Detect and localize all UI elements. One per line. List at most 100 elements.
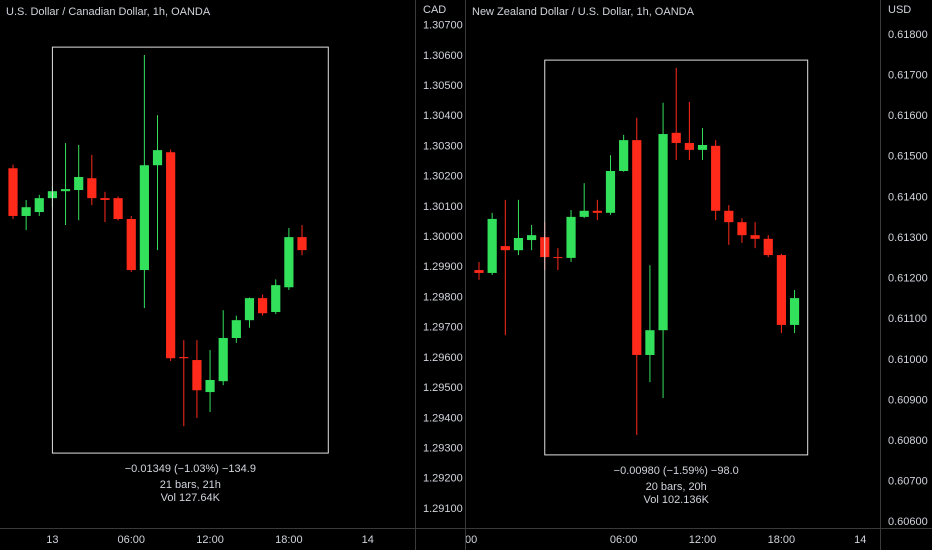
candle-body — [776, 255, 786, 325]
y-tick-label: 0.61300 — [888, 232, 928, 244]
candle-body — [179, 357, 189, 359]
x-tick-label: 06:00 — [610, 534, 638, 546]
y-tick-label: 1.29400 — [423, 412, 463, 424]
y-tick-label: 1.29100 — [423, 503, 463, 515]
candle-body — [697, 144, 708, 150]
y-tick-label: 1.29200 — [423, 473, 463, 485]
y-tick-label: 1.29800 — [423, 291, 463, 303]
x-tick-label: 18:00 — [768, 534, 796, 546]
y-tick-label: 1.30300 — [423, 140, 463, 152]
measure-label: 21 bars, 21h — [160, 479, 221, 491]
measure-label: Vol 102.136K — [643, 494, 709, 506]
y-tick-label: 0.61500 — [888, 151, 928, 163]
candle-body — [724, 210, 734, 223]
candle-body — [205, 379, 215, 393]
candle-body — [513, 238, 524, 251]
candle-body — [126, 218, 136, 271]
candle-body — [152, 150, 163, 166]
candle-body — [579, 210, 589, 217]
candle-body — [284, 237, 294, 288]
candle-body — [527, 235, 537, 241]
candle-body — [244, 298, 255, 321]
candle-body — [711, 145, 721, 211]
candle-body — [100, 198, 110, 200]
candle-body — [21, 207, 31, 216]
candle-body — [60, 189, 71, 192]
pane: New Zealand Dollar / U.S. Dollar, 1h, OA… — [465, 6, 866, 546]
y-tick-label: 0.60700 — [888, 476, 928, 488]
y-tick-label: 1.29900 — [423, 261, 463, 273]
candle-body — [789, 298, 800, 325]
y-tick-label: 0.61800 — [888, 29, 928, 41]
measure-box — [51, 46, 329, 454]
candle-body — [139, 165, 149, 271]
x-tick-label: 06:00 — [117, 534, 145, 546]
y-tick-label: 1.29700 — [423, 322, 463, 334]
y-tick-label: 1.29500 — [423, 382, 463, 394]
chart-title: U.S. Dollar / Canadian Dollar, 1h, OANDA — [6, 6, 211, 18]
candle-body — [8, 168, 18, 216]
y-tick-label: 1.29300 — [423, 442, 463, 454]
candle-body — [645, 330, 655, 355]
y-tick-label: 1.29600 — [423, 352, 463, 364]
candle-body — [474, 270, 484, 273]
y-tick-label: 0.60800 — [888, 435, 928, 447]
candle-body — [166, 152, 176, 359]
measure-box — [544, 59, 809, 456]
chart-title: New Zealand Dollar / U.S. Dollar, 1h, OA… — [472, 6, 695, 18]
candle-body — [87, 178, 97, 199]
x-tick-label: 00 — [465, 534, 477, 546]
x-tick-label: 18:00 — [275, 534, 303, 546]
candle-body — [566, 216, 576, 258]
candle-body — [737, 222, 747, 236]
candle-body — [763, 238, 773, 256]
candle-body — [619, 140, 629, 171]
y-axis-label: USD — [888, 4, 911, 16]
candle-body — [684, 142, 694, 150]
measure-label: 20 bars, 20h — [646, 481, 707, 493]
y-tick-label: 1.30600 — [423, 50, 463, 62]
candle-body — [500, 246, 510, 251]
pane: U.S. Dollar / Canadian Dollar, 1h, OANDA… — [6, 6, 374, 546]
candle-body — [658, 134, 668, 331]
x-tick-label: 13 — [46, 534, 58, 546]
y-tick-label: 1.30400 — [423, 110, 463, 122]
y-tick-label: 0.60600 — [888, 516, 928, 528]
candle-body — [218, 338, 228, 382]
measure-label: −0.00980 (−1.59%) −98.0 — [614, 465, 739, 477]
y-tick-label: 1.30700 — [423, 20, 463, 32]
candle-body — [592, 210, 602, 213]
y-tick-label: 0.61700 — [888, 69, 928, 81]
y-tick-label: 0.61200 — [888, 273, 928, 285]
y-tick-label: 1.30200 — [423, 171, 463, 183]
x-tick-label: 12:00 — [196, 534, 224, 546]
candle-body — [553, 257, 563, 259]
x-tick-label: 12:00 — [689, 534, 717, 546]
candle-body — [605, 170, 616, 213]
candle-body — [192, 360, 202, 391]
candle-body — [74, 177, 84, 190]
candle-body — [632, 140, 642, 355]
y-tick-label: 0.61000 — [888, 354, 928, 366]
measure-label: −0.01349 (−1.03%) −134.9 — [125, 463, 256, 475]
candle-body — [297, 237, 307, 251]
x-tick-label: 14 — [854, 534, 866, 546]
y-axis-label: CAD — [423, 4, 446, 16]
candle-body — [271, 285, 281, 313]
candle-body — [750, 235, 760, 239]
y-tick-label: 1.30000 — [423, 231, 463, 243]
x-tick-label: 14 — [362, 534, 374, 546]
candle-body — [671, 132, 681, 143]
candle-body — [231, 320, 241, 339]
candle-body — [258, 298, 268, 314]
measure-label: Vol 127.64K — [161, 492, 221, 504]
candle-body — [34, 198, 44, 213]
y-tick-label: 0.60900 — [888, 394, 928, 406]
candle-body — [113, 198, 123, 219]
y-tick-label: 0.61400 — [888, 191, 928, 203]
candle-body — [487, 218, 497, 273]
y-tick-label: 1.30500 — [423, 80, 463, 92]
y-tick-label: 0.61600 — [888, 110, 928, 122]
